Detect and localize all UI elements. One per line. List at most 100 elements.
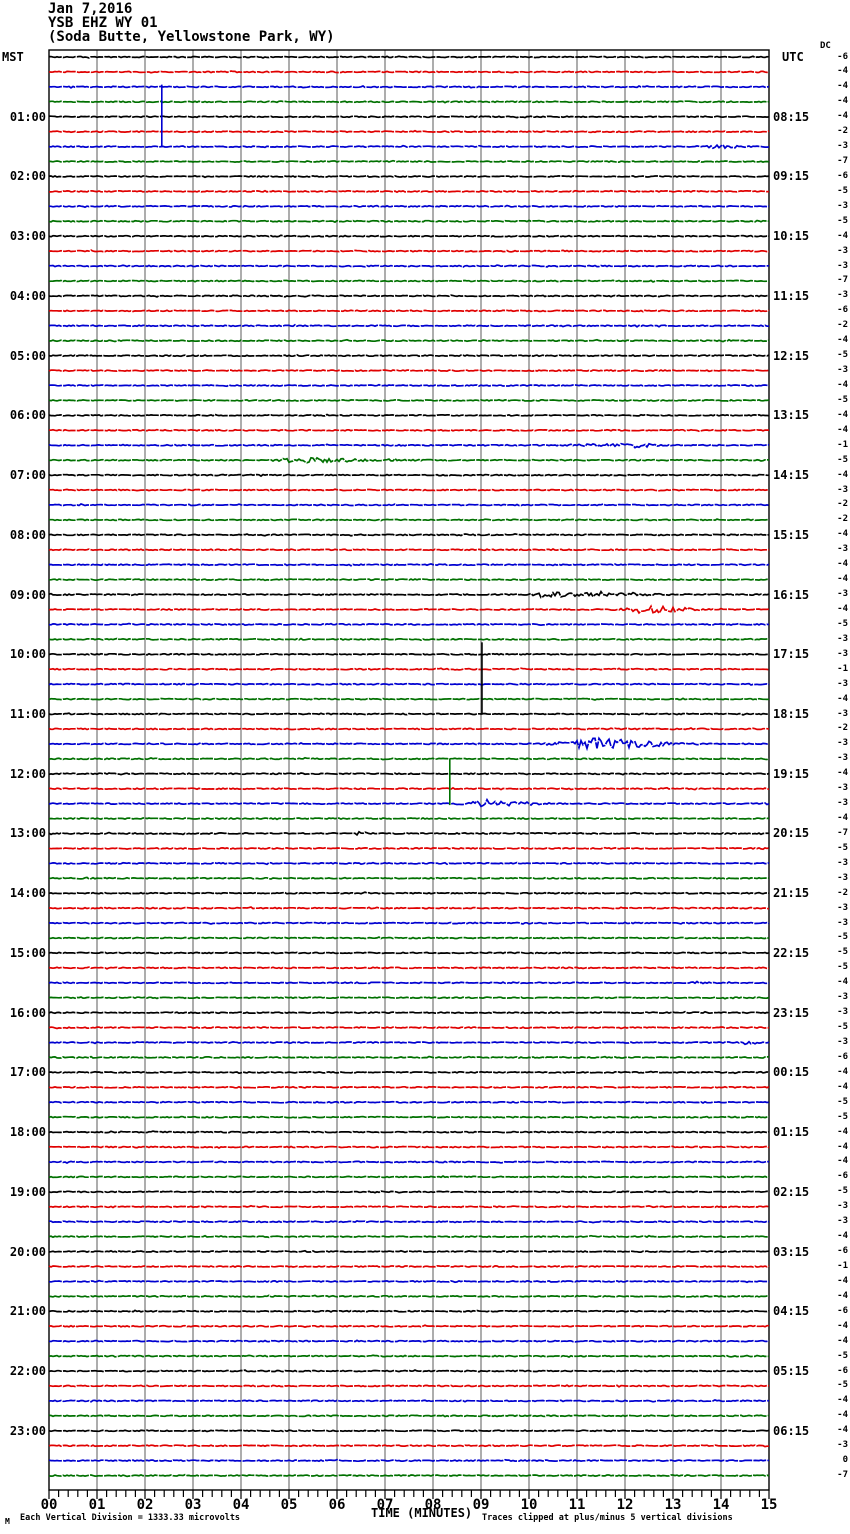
mst-time-label: 03:00 [9,229,46,244]
seismo-trace [49,518,770,522]
seismo-trace [48,234,770,238]
dc-offset-value: -3 [837,708,848,719]
mst-time-label: 18:00 [9,1125,46,1140]
dc-offset-value: -3 [837,633,848,644]
mst-time-label: 15:00 [9,945,46,960]
seismo-trace [48,1204,770,1209]
mst-time-label: 02:00 [9,169,46,184]
mst-time-label: 06:00 [9,408,46,423]
seismo-trace [48,622,770,627]
utc-time-label: 22:15 [773,945,810,960]
seismo-trace [48,1055,770,1059]
dc-offset-value: -7 [837,827,848,838]
seismo-trace [49,189,770,194]
seismo-trace [48,488,770,492]
dc-offset-value: -3 [837,544,848,555]
dc-offset-value: -4 [837,1126,848,1137]
dc-offset-value: -5 [837,454,848,465]
dc-offset-value: -5 [837,1111,848,1122]
seismo-trace [48,697,770,701]
x-tick-label: 03 [184,1497,202,1513]
seismo-trace [48,736,770,752]
dc-offset-value: -4 [837,1410,848,1421]
seismo-trace [48,1160,770,1164]
dc-offset-value: -4 [837,559,848,570]
dc-offset-value: -7 [837,275,848,286]
seismo-trace [48,1085,770,1089]
dc-offset-value: -3 [837,1201,848,1212]
seismo-trace [48,756,770,761]
mst-time-label: 20:00 [9,1244,46,1259]
mst-time-label: 04:00 [9,288,46,303]
dc-offset-value: -4 [837,409,848,420]
dc-offset-value: -1 [837,1260,848,1271]
mst-time-label: 07:00 [9,468,46,483]
seismo-trace [49,1219,770,1224]
dc-offset-value: -4 [837,1335,848,1346]
utc-time-label: 23:15 [773,1005,810,1020]
seismo-trace [48,174,770,179]
dc-offset-value: -7 [837,156,848,167]
dc-offset-value: -2 [837,499,848,510]
utc-time-label: 09:15 [773,169,810,184]
seismo-trace [48,533,770,537]
dc-offset-value: -6 [837,170,848,181]
dc-offset-value: -3 [837,648,848,659]
dc-offset-value: -6 [837,1171,848,1182]
seismo-trace [49,55,770,59]
utc-time-label: 11:15 [773,288,810,303]
dc-offset-value: -3 [837,872,848,883]
dc-offset-value: -4 [837,1231,848,1242]
dc-offset-value: -4 [837,603,848,614]
dc-offset-value: -2 [837,723,848,734]
dc-offset-value: -4 [837,1425,848,1436]
dc-offset-value: -7 [837,1470,848,1481]
dc-offset-value: -5 [837,932,848,943]
x-tick-label: 05 [280,1497,298,1513]
seismo-trace [48,727,770,731]
utc-time-label: 02:15 [773,1184,810,1199]
dc-offset-value: -3 [837,857,848,868]
seismo-trace [48,456,770,464]
left-axis-title-mst: MST [2,50,24,64]
dc-offset-value: -3 [837,290,848,301]
scale-note: Each Vertical Division = 1333.33 microvo… [20,1513,241,1523]
seismo-trace [48,294,770,298]
utc-time-label: 03:15 [773,1244,810,1259]
dc-offset-value: -3 [837,902,848,913]
x-tick-label: 13 [664,1497,682,1513]
seismo-trace [48,1010,770,1015]
seismo-trace [48,1249,770,1254]
dc-offset-value: -4 [837,1066,848,1077]
dc-offset-value: -5 [837,1380,848,1391]
dc-offset-value: -4 [837,380,848,390]
seismo-trace [48,1398,770,1403]
mst-time-label: 10:00 [9,647,46,662]
seismo-trace [48,1294,769,1298]
dc-offset-value: -2 [837,514,848,525]
seismo-trace [48,936,770,940]
dc-offset-value: -4 [837,96,848,107]
seismo-trace [48,1369,769,1373]
seismo-trace [48,338,770,343]
seismo-trace [48,921,770,925]
dc-offset-value: -6 [837,1305,848,1316]
seismo-trace [48,85,770,89]
seismo-trace [48,1279,769,1284]
x-tick-label: 11 [568,1497,586,1513]
dc-offset-value: -2 [837,320,848,331]
seismo-trace [48,1265,770,1268]
seismo-trace [48,1026,770,1030]
x-axis-title: TIME (MINUTES) [371,1506,473,1520]
utc-time-label: 21:15 [773,886,810,901]
utc-time-label: 17:15 [773,647,810,662]
utc-time-label: 14:15 [773,468,810,483]
x-tick-label: 01 [88,1497,106,1513]
seismo-trace [48,323,770,328]
x-tick-label: 10 [520,1497,538,1513]
utc-time-label: 00:15 [773,1065,810,1080]
seismo-trace [48,1354,770,1358]
dc-offset-value: -5 [837,1186,848,1197]
